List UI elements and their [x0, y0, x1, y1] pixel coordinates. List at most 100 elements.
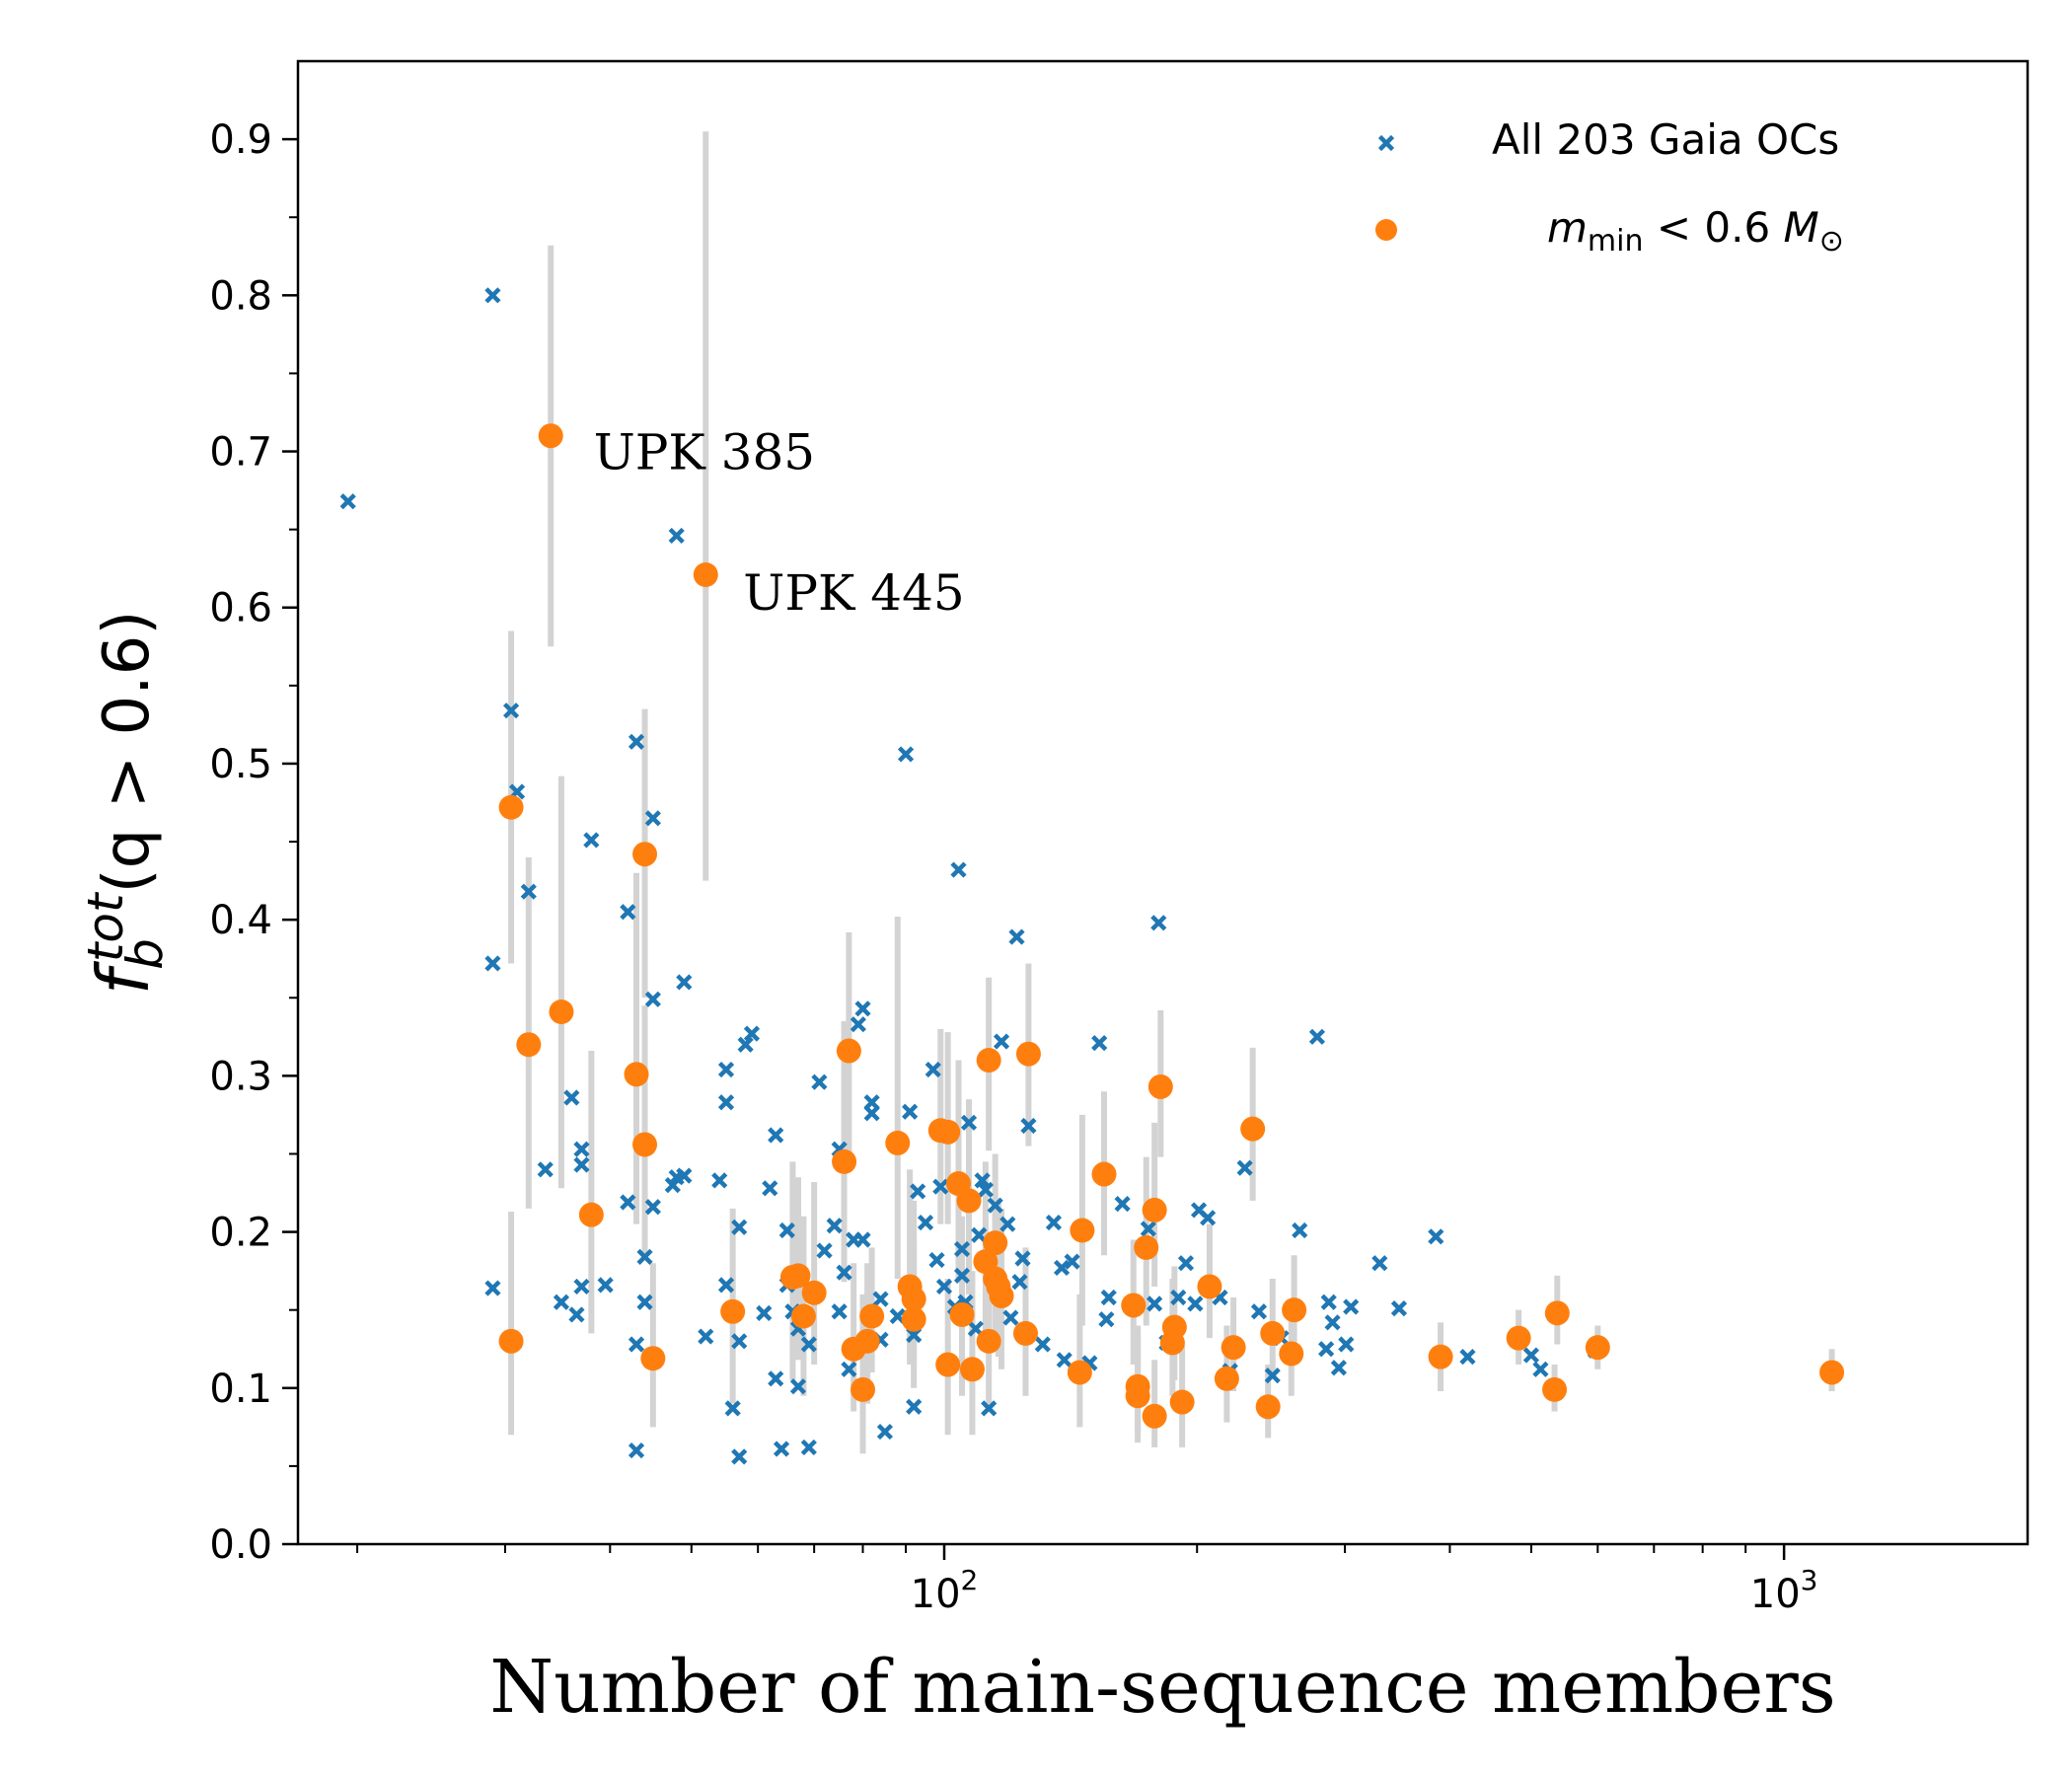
all-ocs-point [628, 1336, 645, 1353]
all-ocs-point [1053, 1259, 1071, 1277]
subset-point [1125, 1383, 1150, 1409]
y-axis: 0.0 0.1 0.2 0.3 0.4 0.5 0.6 0.7 0.8 0.9 [209, 117, 298, 1568]
all-ocs-point [953, 1267, 971, 1284]
annotation-upk-385: UPK 385 [594, 424, 815, 481]
subset-point [1282, 1297, 1307, 1323]
subset-point [640, 1346, 666, 1371]
x-axis-title: Number of main-sequence members [489, 1645, 1835, 1730]
subset-point [851, 1376, 876, 1402]
subset-point [624, 1062, 649, 1087]
all-ocs-point [1532, 1361, 1549, 1377]
all-ocs-point [636, 1248, 653, 1265]
subset-point [836, 1038, 861, 1064]
all-ocs-point [1147, 1295, 1163, 1312]
subset-point [1142, 1403, 1167, 1429]
subset-point [1067, 1360, 1092, 1385]
all-ocs-point [925, 1061, 941, 1078]
subset-point [1012, 1320, 1038, 1346]
y-tick-label: 0.0 [209, 1522, 272, 1568]
subset-point [1134, 1234, 1159, 1260]
all-ocs-point [1343, 1298, 1360, 1315]
x-tick-label-base: 10 [1750, 1572, 1801, 1617]
all-ocs-point [620, 904, 636, 921]
x-tick-label: 103 [1750, 1564, 1818, 1617]
subset-point [885, 1130, 911, 1155]
all-ocs-point [1324, 1314, 1341, 1331]
y-axis-title: fbtot(q > 0.6) [77, 611, 174, 996]
subset-point [549, 999, 574, 1025]
all-ocs-point [484, 287, 501, 304]
legend-label-M: M [1784, 203, 1819, 252]
all-ocs-point [568, 1306, 585, 1323]
all-ocs-point [1371, 1255, 1388, 1272]
subset-point [935, 1119, 961, 1145]
all-ocs-point [999, 1216, 1016, 1232]
all-ocs-point [484, 1280, 501, 1296]
all-ocs-point [1292, 1221, 1308, 1239]
all-ocs-point [1011, 1274, 1028, 1291]
subset-marker-layer [498, 423, 1845, 1429]
legend-x-glyph [1377, 134, 1395, 152]
all-ocs-point [1428, 1228, 1444, 1245]
all-ocs-point [756, 1304, 773, 1321]
all-ocs-point [573, 1278, 590, 1295]
y-tick-label: 0.9 [209, 117, 272, 163]
all-ocs-point [773, 1441, 790, 1457]
subset-point [989, 1283, 1014, 1308]
all-ocs-point [1091, 1035, 1108, 1052]
all-ocs-point [811, 1073, 828, 1090]
all-ocs-point [1459, 1349, 1476, 1366]
y-axis-title-condition: (q > 0.6) [91, 611, 164, 894]
all-ocs-point [1522, 1347, 1540, 1364]
all-ocs-point [563, 1089, 580, 1106]
subset-point [1260, 1320, 1286, 1346]
all-ocs-point [850, 1016, 866, 1033]
all-ocs-point [1250, 1303, 1268, 1320]
subset-point [1506, 1325, 1531, 1351]
all-ocs-point [339, 493, 356, 510]
all-ocs-point [932, 1178, 949, 1195]
subset-point [1585, 1335, 1610, 1361]
subset-point [1214, 1366, 1239, 1391]
all-ocs-point [676, 974, 693, 991]
subset-point [801, 1280, 827, 1305]
all-ocs-point [743, 1025, 761, 1042]
all-ocs-point [1236, 1159, 1253, 1176]
all-ocs-point [737, 1036, 754, 1053]
all-ocs-point [520, 883, 537, 900]
all-ocs-point [717, 1277, 735, 1294]
all-ocs-point [717, 1061, 735, 1078]
all-ocs-point [1014, 1250, 1031, 1267]
subset-point [1221, 1335, 1246, 1361]
subset-point [693, 562, 718, 588]
all-ocs-point [778, 1221, 795, 1239]
all-ocs-point [831, 1303, 848, 1320]
all-ocs-point [971, 1226, 988, 1243]
y-tick-label: 0.4 [209, 898, 272, 943]
subset-point [1255, 1394, 1281, 1420]
legend-label-m: m [1547, 203, 1588, 252]
y-tick-label: 0.7 [209, 430, 272, 476]
all-ocs-point [897, 746, 915, 763]
all-ocs-point [917, 1214, 934, 1231]
all-ocs-point [644, 1199, 661, 1216]
y-tick-label: 0.5 [209, 742, 272, 787]
subset-point [1121, 1293, 1147, 1318]
all-ocs-point [484, 955, 501, 972]
subset-point [854, 1328, 880, 1354]
all-ocs-point [1150, 915, 1167, 931]
all-ocs-point [977, 1181, 994, 1198]
subset-point [901, 1306, 926, 1332]
all-ocs-point [698, 1328, 714, 1345]
legend-label-min: min [1588, 224, 1644, 259]
all-ocs-point [1170, 1289, 1187, 1306]
all-ocs-point [1308, 1028, 1326, 1045]
subset-point [1544, 1300, 1570, 1326]
subset-point [538, 423, 563, 449]
y-axis-title-subscript: b [116, 938, 174, 970]
all-ocs-point [800, 1336, 817, 1353]
subset-point [1091, 1161, 1117, 1187]
subset-point [1070, 1218, 1095, 1243]
subset-point [832, 1148, 857, 1174]
